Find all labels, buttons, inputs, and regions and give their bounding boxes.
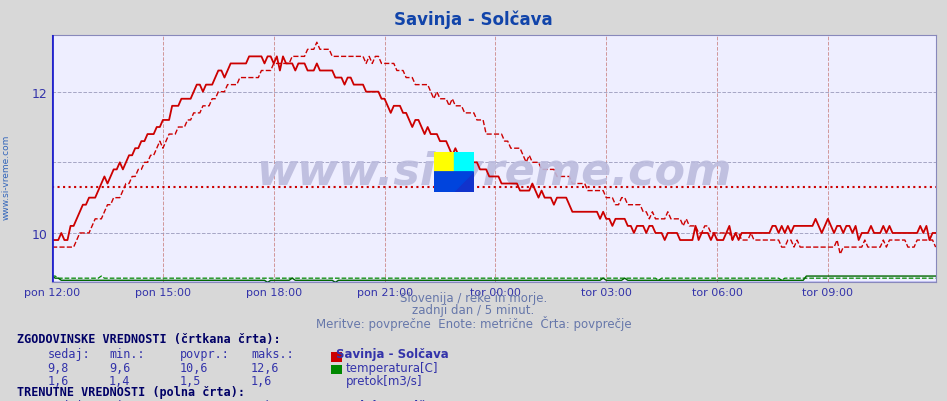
Text: 1,6: 1,6 bbox=[251, 374, 273, 387]
Text: zadnji dan / 5 minut.: zadnji dan / 5 minut. bbox=[412, 303, 535, 316]
Text: www.si-vreme.com: www.si-vreme.com bbox=[256, 150, 732, 193]
Text: Savinja - Solčava: Savinja - Solčava bbox=[336, 347, 449, 360]
Text: sedaj:: sedaj: bbox=[47, 347, 90, 360]
Text: maks.:: maks.: bbox=[251, 399, 294, 401]
Text: sedaj:: sedaj: bbox=[47, 399, 90, 401]
Bar bbox=[434, 172, 474, 192]
Text: min.:: min.: bbox=[109, 399, 145, 401]
Text: 10,6: 10,6 bbox=[180, 361, 208, 374]
Text: Savinja - Solčava: Savinja - Solčava bbox=[394, 10, 553, 28]
Text: min.:: min.: bbox=[109, 347, 145, 360]
Text: povpr.:: povpr.: bbox=[180, 347, 230, 360]
Text: 12,6: 12,6 bbox=[251, 361, 279, 374]
Text: www.si-vreme.com: www.si-vreme.com bbox=[1, 134, 10, 219]
Text: 9,8: 9,8 bbox=[47, 361, 69, 374]
Text: temperatura[C]: temperatura[C] bbox=[346, 361, 438, 374]
Text: Slovenija / reke in morje.: Slovenija / reke in morje. bbox=[400, 291, 547, 304]
Text: maks.:: maks.: bbox=[251, 347, 294, 360]
Text: povpr.:: povpr.: bbox=[180, 399, 230, 401]
Text: Meritve: povprečne  Enote: metrične  Črta: povprečje: Meritve: povprečne Enote: metrične Črta:… bbox=[315, 315, 632, 330]
Text: 1,5: 1,5 bbox=[180, 374, 202, 387]
Text: 9,6: 9,6 bbox=[109, 361, 131, 374]
Text: Savinja - Solčava: Savinja - Solčava bbox=[336, 399, 449, 401]
Text: pretok[m3/s]: pretok[m3/s] bbox=[346, 374, 422, 387]
Bar bbox=[434, 152, 454, 172]
Polygon shape bbox=[454, 172, 474, 192]
Polygon shape bbox=[434, 172, 474, 192]
Text: 1,4: 1,4 bbox=[109, 374, 131, 387]
Text: TRENUTNE VREDNOSTI (polna črta):: TRENUTNE VREDNOSTI (polna črta): bbox=[17, 385, 245, 398]
Text: 1,6: 1,6 bbox=[47, 374, 69, 387]
Text: ZGODOVINSKE VREDNOSTI (črtkana črta):: ZGODOVINSKE VREDNOSTI (črtkana črta): bbox=[17, 332, 280, 345]
Bar bbox=[454, 152, 474, 172]
